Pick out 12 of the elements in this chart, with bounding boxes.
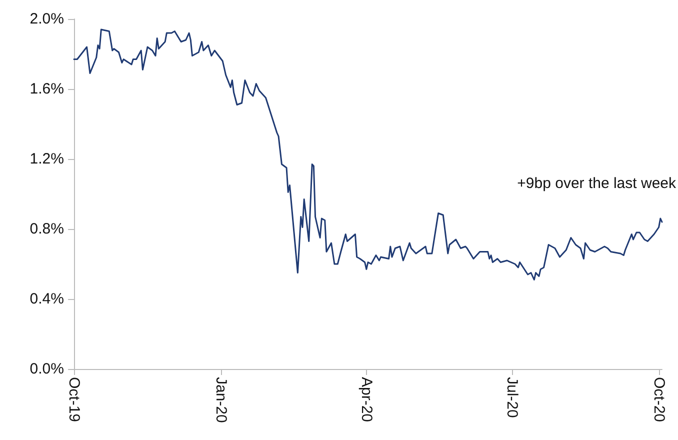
x-tick-label: Oct-20 xyxy=(650,377,668,422)
y-tick-label: 0.0% xyxy=(30,360,64,378)
y-tick-label: 2.0% xyxy=(30,10,64,28)
y-tick-label: 1.2% xyxy=(30,150,64,168)
annotation: +9bp over the last week xyxy=(517,175,676,192)
x-tick-label: Jul-20 xyxy=(503,377,520,418)
x-tick-label: Apr-20 xyxy=(358,377,375,422)
y-tick-label: 1.6% xyxy=(30,80,64,98)
y-tick-label: 0.4% xyxy=(30,290,64,308)
y-tick-label: 0.8% xyxy=(30,220,64,238)
x-tick-label: Oct-19 xyxy=(66,377,82,422)
x-tick-label: Jan-20 xyxy=(212,377,230,423)
